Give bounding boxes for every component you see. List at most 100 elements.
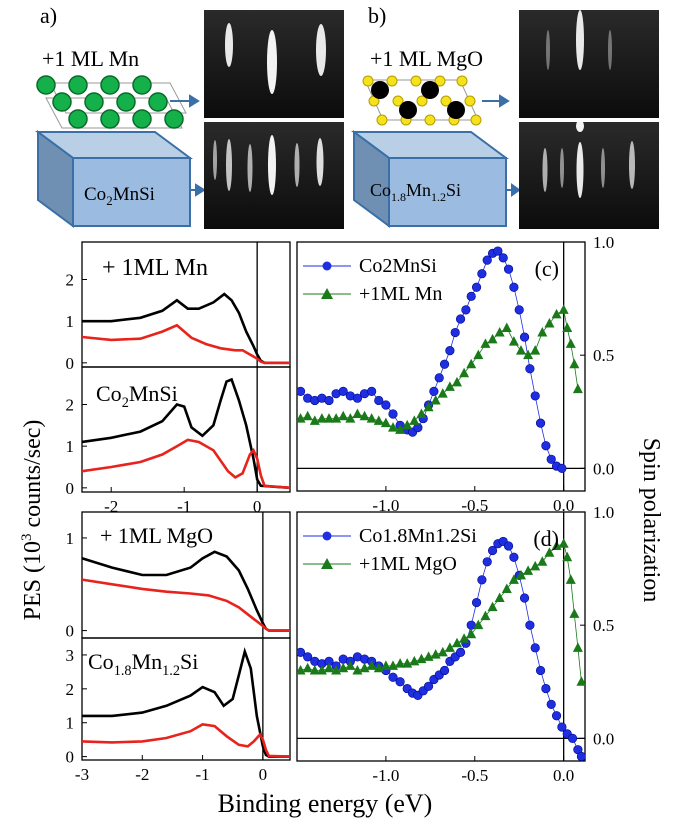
y-tick-label: 1.0 <box>593 233 614 252</box>
data-point <box>316 413 327 423</box>
data-point <box>544 317 555 328</box>
legend-marker <box>321 288 333 299</box>
rheed-image-b-top <box>519 10 659 118</box>
mn-layer-schematic <box>36 75 187 129</box>
y-axis-right-label: Spin polarization <box>638 438 664 603</box>
data-point <box>567 733 578 743</box>
data-point <box>493 246 503 256</box>
data-point <box>477 575 487 585</box>
series-line <box>82 723 290 758</box>
y-tick-label: 2 <box>66 396 75 415</box>
panel-b-layer-label: +1 ML MgO <box>370 46 483 71</box>
data-point <box>434 373 444 383</box>
series-line <box>82 647 290 758</box>
data-point <box>297 386 306 396</box>
data-point <box>297 647 306 657</box>
legend-marker <box>322 261 332 271</box>
data-point <box>429 386 439 397</box>
data-point <box>338 410 349 421</box>
data-point <box>530 560 541 571</box>
data-point <box>519 593 530 603</box>
x-tick-label: -2 <box>104 497 118 516</box>
data-point <box>557 722 567 732</box>
y-tick-label: 0 <box>66 622 75 641</box>
x-tick-label: 0 <box>253 497 262 516</box>
data-point <box>461 305 471 315</box>
data-point <box>452 637 462 648</box>
x-tick-label: -1 <box>177 497 191 516</box>
x-tick-label: -2 <box>135 765 149 784</box>
mgo-layer-schematic <box>362 75 482 126</box>
y-tick-label: 3 <box>66 646 75 665</box>
x-axis-label: Binding energy (eV) <box>218 789 433 818</box>
data-point <box>576 751 585 761</box>
data-point <box>558 538 569 548</box>
y-tick-label: 0.5 <box>593 346 614 365</box>
data-point <box>508 336 519 346</box>
data-point <box>535 665 546 676</box>
co2mnsi-substrate-box: Co2MnSi <box>34 130 194 228</box>
data-point <box>324 395 334 406</box>
panel-title: (d) <box>533 526 559 551</box>
data-point <box>374 395 384 406</box>
panel-title: Co1.8Mn1.2Si <box>88 649 198 679</box>
y-tick-label: 1 <box>66 312 75 331</box>
plot-area <box>297 536 585 761</box>
y-axis-left-label: PES (103 counts/sec) <box>19 420 46 621</box>
data-point <box>380 660 391 670</box>
data-point <box>302 662 313 673</box>
y-tick-label: 0.5 <box>593 616 614 635</box>
data-point <box>508 574 519 584</box>
data-point <box>572 642 583 652</box>
x-tick-label: -1.0 <box>372 766 399 785</box>
data-point <box>530 345 541 355</box>
data-point <box>558 304 569 314</box>
data-point <box>541 683 551 694</box>
rheed-image-a-top <box>204 10 344 118</box>
y-tick-label: 0 <box>66 479 75 498</box>
data-point <box>572 383 583 394</box>
data-point <box>525 620 535 630</box>
data-point <box>409 415 420 425</box>
x-tick-label: -1.0 <box>372 496 399 515</box>
data-point <box>430 394 441 405</box>
plot-area <box>82 292 290 365</box>
data-point <box>373 415 384 425</box>
plot-frame <box>81 637 291 761</box>
legend-label: +1ML MgO <box>359 553 457 575</box>
plot-area <box>82 377 290 490</box>
series-line <box>82 578 290 632</box>
data-point <box>487 601 498 612</box>
substrate-a-label: Co2MnSi <box>84 184 155 208</box>
data-point <box>459 367 470 378</box>
data-point <box>557 463 567 473</box>
arrows-b <box>482 94 521 197</box>
panel-title: + 1ML Mn <box>102 255 208 281</box>
data-point <box>487 333 498 344</box>
data-point <box>439 359 450 369</box>
y-tick-label: 0 <box>66 748 75 767</box>
data-point <box>380 417 391 428</box>
y-tick-label: 0 <box>66 354 75 373</box>
panel-b: b) +1 ML MgO Co1.8Mn1.2Si <box>350 3 659 229</box>
rheed-image-a-bottom <box>204 122 344 229</box>
data-point <box>423 401 434 412</box>
data-point <box>388 672 398 682</box>
plot-frame <box>296 511 586 762</box>
data-point <box>381 400 391 410</box>
data-point <box>359 410 370 421</box>
data-point <box>455 647 466 657</box>
x-tick-label: 0 <box>259 765 268 784</box>
data-point <box>509 282 519 292</box>
data-point <box>565 574 576 584</box>
series-line <box>82 377 290 490</box>
data-point <box>473 349 484 360</box>
data-point <box>466 358 477 369</box>
data-point <box>565 338 576 348</box>
data-point <box>530 391 540 401</box>
data-point <box>569 358 580 369</box>
data-point <box>439 665 450 676</box>
arrows-a <box>170 94 206 197</box>
data-point <box>338 386 348 397</box>
chart-spin-c: 0.0 0.5 1.0 -1.0 -0.5 0.0 (c) Co2MnSi +1ML Mn <box>296 233 614 515</box>
